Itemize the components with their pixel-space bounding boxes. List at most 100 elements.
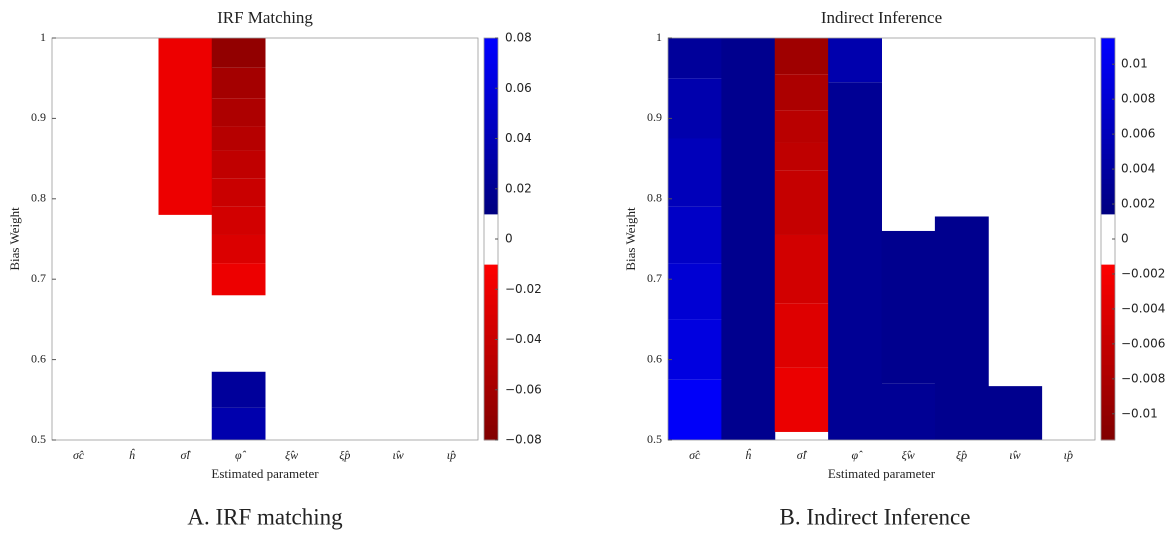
colorbar-strip — [1101, 384, 1115, 391]
colorbar-strip — [484, 53, 498, 59]
colorbar-tick-label: 0.08 — [505, 31, 532, 45]
colorbar-strip — [484, 38, 498, 44]
colorbar-strip — [484, 78, 498, 84]
colorbar-strip — [1101, 198, 1115, 205]
colorbar-strip — [1101, 58, 1115, 64]
colorbar-strip — [1101, 103, 1115, 109]
colorbar-tick-label: −0.01 — [1121, 406, 1158, 420]
colorbar-strip — [1101, 143, 1115, 150]
heatmap-cell — [668, 263, 722, 320]
colorbar-strip — [484, 183, 498, 190]
colorbar-tick-label: 0 — [505, 232, 513, 246]
colorbar-strip — [484, 153, 498, 160]
colorbar-strip — [1101, 88, 1115, 94]
colorbar-strip — [1101, 78, 1115, 84]
x-tick-label: ι̂w — [1009, 448, 1020, 462]
colorbar-strip — [484, 108, 498, 114]
colorbar-strip — [1101, 404, 1115, 411]
colorbar-strip — [484, 334, 498, 340]
colorbar-strip — [1101, 264, 1115, 270]
colorbar-strip — [1101, 98, 1115, 104]
colorbar-tick-label: −0.008 — [1121, 371, 1165, 385]
colorbar-strip — [1101, 339, 1115, 346]
heatmap-cell — [881, 230, 936, 384]
colorbar-strip — [484, 404, 498, 411]
colorbar-strip — [484, 88, 498, 94]
colorbar-strip — [1101, 299, 1115, 305]
colorbar-strip — [484, 409, 498, 416]
colorbar-strip — [1101, 279, 1115, 285]
colorbar-strip — [1101, 178, 1115, 185]
colorbar-strip — [484, 68, 498, 74]
colorbar-strip — [484, 379, 498, 386]
axes-box — [51, 37, 479, 441]
colorbar-strip — [1101, 153, 1115, 160]
colorbar-strip — [1101, 359, 1115, 366]
heatmap-cell — [774, 170, 829, 235]
heatmap-cell — [774, 110, 829, 143]
colorbar-strip — [484, 274, 498, 280]
colorbar-strip — [1101, 269, 1115, 275]
colorbar-strip — [484, 143, 498, 150]
colorbar-strip — [1101, 133, 1115, 139]
colorbar-strip — [484, 324, 498, 330]
caption: A. IRF matching — [187, 504, 343, 529]
heatmap-cell — [211, 407, 266, 440]
colorbar-strip — [1101, 173, 1115, 180]
colorbar-tick-label: 0.04 — [505, 131, 532, 145]
colorbar-strip — [484, 369, 498, 376]
colorbar-strip — [484, 233, 498, 240]
colorbar-strip — [1101, 274, 1115, 280]
colorbar-strip — [1101, 434, 1115, 441]
colorbar-strip — [1101, 424, 1115, 431]
colorbar-strip — [484, 73, 498, 79]
heatmap-cell — [668, 38, 722, 79]
colorbar-strip — [1101, 309, 1115, 315]
colorbar-strip — [1101, 138, 1115, 145]
colorbar-strip — [1101, 379, 1115, 386]
y-axis-label: Bias Weight — [7, 207, 22, 271]
colorbar-strip — [1101, 369, 1115, 376]
colorbar-strip — [1101, 183, 1115, 190]
heatmap-cell — [668, 78, 722, 139]
colorbar-strip — [484, 419, 498, 426]
colorbar-strip — [484, 48, 498, 54]
y-tick-label: 0.8 — [31, 191, 46, 205]
colorbar-tick-label: 0.02 — [505, 181, 532, 195]
colorbar-strip — [484, 198, 498, 205]
colorbar-strip — [484, 354, 498, 361]
colorbar-strip — [484, 279, 498, 285]
colorbar-strip — [484, 364, 498, 371]
colorbar-strip — [1101, 218, 1115, 225]
heatmap-cell — [828, 82, 882, 440]
colorbar-strip — [484, 63, 498, 69]
y-tick-label: 0.9 — [31, 110, 46, 124]
colorbar-tick-label: −0.004 — [1121, 301, 1165, 315]
colorbar-tick-label: 0.002 — [1121, 197, 1155, 211]
colorbar-strip — [484, 168, 498, 175]
x-tick-label: σ̂l — [797, 448, 808, 462]
colorbar-strip — [1101, 304, 1115, 310]
y-tick-label: 0.7 — [31, 271, 46, 285]
colorbar-strip — [1101, 128, 1115, 134]
colorbar-strip — [1101, 113, 1115, 119]
colorbar-tick-label: −0.002 — [1121, 266, 1165, 280]
colorbar-strip — [484, 344, 498, 351]
heatmap-cell — [211, 38, 266, 68]
colorbar-strip — [484, 254, 498, 260]
colorbar-strip — [484, 218, 498, 225]
colorbar-strip — [484, 239, 498, 245]
colorbar-strip — [1101, 223, 1115, 230]
colorbar-strip — [1101, 43, 1115, 49]
colorbar-strip — [1101, 314, 1115, 320]
colorbar-strip — [1101, 244, 1115, 250]
colorbar-strip — [1101, 108, 1115, 114]
heatmap-cell — [211, 263, 266, 296]
x-tick-label: σ̂c — [689, 448, 701, 462]
colorbar-strip — [484, 414, 498, 421]
heatmap-cell — [721, 38, 776, 440]
heatmap-cell — [211, 67, 266, 99]
heatmap-cell — [668, 138, 722, 207]
colorbar-strip — [484, 264, 498, 270]
x-tick-label: σ̂c — [73, 448, 85, 462]
